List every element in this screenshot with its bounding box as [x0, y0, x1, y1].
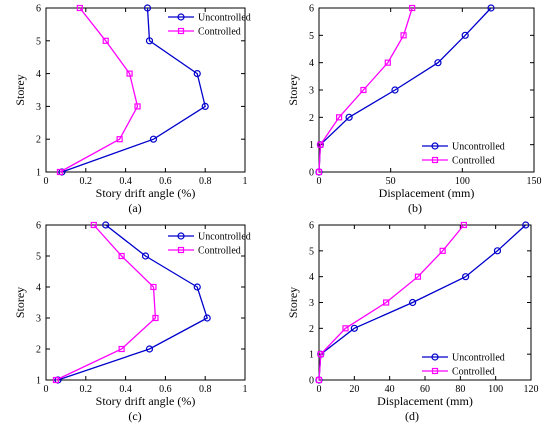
legend-label: Uncontrolled: [198, 13, 251, 24]
y-tick-label: 3: [309, 86, 314, 97]
y-tick-label: 4: [309, 58, 314, 69]
legend-label: Controlled: [198, 246, 241, 257]
legend-label: Uncontrolled: [452, 142, 505, 153]
y-tick-label: 2: [36, 135, 41, 146]
y-tick-label: 5: [36, 36, 41, 47]
x-axis-label: Story drift angle (%): [96, 186, 196, 200]
x-tick-label: 0.8: [199, 176, 212, 187]
legend-label: Controlled: [452, 367, 495, 378]
y-tick-label: 5: [36, 252, 41, 263]
x-tick-label: 100: [488, 384, 503, 395]
y-tick-label: 4: [36, 283, 41, 294]
y-axis-label: Storey: [13, 287, 27, 318]
y-axis-label: Storey: [286, 74, 300, 105]
x-tick-label: 150: [527, 176, 542, 187]
y-tick-label: 2: [36, 345, 41, 356]
x-tick-label: 1: [243, 176, 248, 187]
legend-label: Controlled: [452, 156, 495, 167]
y-tick-label: 2: [309, 324, 314, 335]
y-axis-label: Storey: [13, 74, 27, 105]
y-tick-label: 1: [309, 140, 314, 151]
y-tick-label: 1: [36, 168, 41, 179]
y-tick-label: 6: [36, 221, 41, 232]
x-tick-label: 0.2: [80, 384, 93, 395]
legend-label: Controlled: [198, 27, 241, 38]
chart-panel-4: 0 20 40 60 80 100 120 0 1 2 3 4 5 6 Displacement (mm) S…: [286, 221, 539, 424]
y-tick-label: 3: [36, 314, 41, 325]
x-tick-label: 0.2: [80, 176, 93, 187]
x-axis-label: Displacement (mm): [379, 186, 475, 200]
y-tick-label: 6: [36, 4, 41, 15]
x-tick-label: 20: [349, 384, 359, 395]
panel-caption: (d): [405, 409, 419, 423]
x-axis-label: Displacement (mm): [377, 394, 473, 408]
y-tick-label: 5: [309, 246, 314, 257]
x-tick-label: 0: [44, 176, 49, 187]
x-axis-label: Story drift angle (%): [96, 394, 196, 408]
series-line-uncontrolled: [58, 225, 207, 380]
y-tick-label: 0: [309, 376, 314, 387]
chart-panel-1: 0 0.2 0.4 0.6 0.8 1123456Story drift angle (%…: [13, 4, 251, 216]
x-tick-label: 120: [524, 384, 539, 395]
x-tick-label: 0.8: [199, 384, 212, 395]
y-tick-label: 1: [309, 350, 314, 361]
y-tick-label: 2: [309, 113, 314, 124]
x-tick-label: 0: [317, 176, 322, 187]
x-tick-label: 0: [317, 384, 322, 395]
panel-caption: (c): [128, 409, 141, 423]
y-axis-label: Storey: [286, 287, 300, 318]
y-tick-label: 0: [309, 168, 314, 179]
y-tick-label: 5: [309, 31, 314, 42]
y-tick-label: 6: [309, 4, 314, 15]
panel-caption: (a): [128, 201, 141, 215]
chart-panel-3: 0 0.2 0.4 0.6 0.8 1123456Story drift angle (%…: [13, 221, 251, 424]
y-tick-label: 3: [309, 298, 314, 309]
y-tick-label: 4: [36, 69, 41, 80]
legend-label: Uncontrolled: [452, 353, 505, 364]
y-tick-label: 4: [309, 272, 314, 283]
chart-panel-2: 0 50 100 1500123456Displacement (mm)StoreyU…: [286, 4, 542, 216]
y-tick-label: 6: [309, 221, 314, 232]
y-tick-label: 1: [36, 376, 41, 387]
y-tick-label: 3: [36, 102, 41, 113]
series-line-controlled: [60, 8, 138, 172]
legend-label: Uncontrolled: [198, 232, 251, 243]
panel-caption: (b): [408, 201, 422, 215]
x-tick-label: 0: [44, 384, 49, 395]
series-line-controlled: [56, 225, 155, 380]
x-tick-label: 1: [243, 384, 248, 395]
